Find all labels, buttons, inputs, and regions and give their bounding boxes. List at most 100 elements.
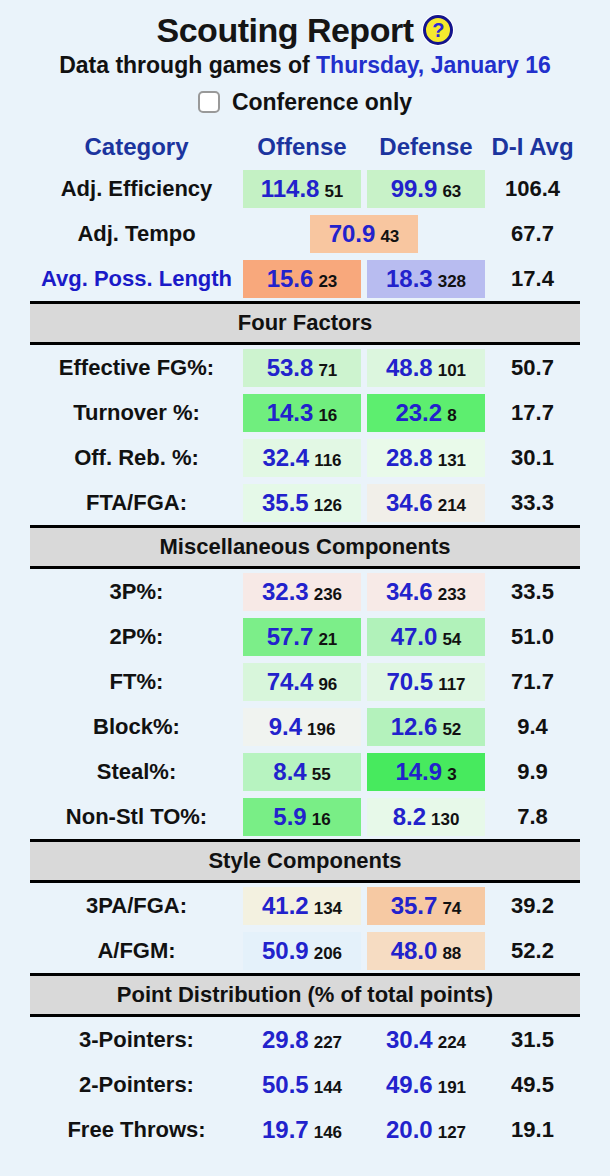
defense-rank: 52 bbox=[442, 720, 461, 740]
offense-value[interactable]: 14.3 bbox=[267, 399, 314, 427]
table-row: Adj. Tempo70.94367.7 bbox=[30, 211, 580, 256]
offense-rank: 55 bbox=[312, 765, 331, 785]
defense-value[interactable]: 30.4 bbox=[386, 1026, 433, 1054]
offense-value[interactable]: 19.7 bbox=[262, 1116, 309, 1144]
defense-cell: 35.774 bbox=[367, 887, 485, 925]
offense-value[interactable]: 57.7 bbox=[267, 623, 314, 651]
scouting-report-page: Scouting Report ? Data through games of … bbox=[0, 0, 610, 1152]
defense-cell: 70.5117 bbox=[367, 663, 485, 701]
offense-value[interactable]: 5.9 bbox=[273, 803, 306, 831]
conference-only-row: Conference only bbox=[0, 84, 610, 120]
offense-cell: 74.496 bbox=[243, 663, 361, 701]
offense-value[interactable]: 53.8 bbox=[267, 354, 314, 382]
defense-value[interactable]: 14.9 bbox=[395, 758, 442, 786]
defense-value[interactable]: 23.2 bbox=[395, 399, 442, 427]
offense-value[interactable]: 50.9 bbox=[262, 937, 309, 965]
offense-rank: 126 bbox=[314, 496, 342, 516]
offense-value[interactable]: 15.6 bbox=[267, 265, 314, 293]
defense-cell: 99.963 bbox=[367, 170, 485, 208]
defense-value[interactable]: 49.6 bbox=[386, 1071, 433, 1099]
defense-value[interactable]: 48.8 bbox=[386, 354, 433, 382]
category-label: Non-Stl TO%: bbox=[30, 804, 243, 830]
defense-value[interactable]: 12.6 bbox=[391, 713, 438, 741]
offense-cell: 32.3236 bbox=[243, 573, 361, 611]
offense-value[interactable]: 35.5 bbox=[262, 489, 309, 517]
data-date-link[interactable]: Thursday, January 16 bbox=[316, 52, 551, 78]
category-label[interactable]: Avg. Poss. Length bbox=[30, 266, 243, 292]
offense-value[interactable]: 114.8 bbox=[261, 175, 320, 203]
defense-cell: 47.054 bbox=[367, 618, 485, 656]
table-row: 2P%:57.72147.05451.0 bbox=[30, 614, 580, 659]
offense-value[interactable]: 32.3 bbox=[262, 578, 309, 606]
offense-rank: 21 bbox=[318, 630, 337, 650]
defense-cell: 23.28 bbox=[367, 394, 485, 432]
table-row: 3P%:32.323634.623333.5 bbox=[30, 569, 580, 614]
offense-cell: 29.8227 bbox=[243, 1021, 361, 1059]
offense-value[interactable]: 29.8 bbox=[262, 1026, 309, 1054]
table-row: Free Throws:19.714620.012719.1 bbox=[30, 1107, 580, 1152]
di-avg-value: 52.2 bbox=[485, 938, 580, 964]
di-avg-value: 30.1 bbox=[485, 445, 580, 471]
table-row: A/FGM:50.920648.08852.2 bbox=[30, 928, 580, 973]
offense-value[interactable]: 50.5 bbox=[262, 1071, 309, 1099]
offense-value[interactable]: 8.4 bbox=[273, 758, 306, 786]
di-avg-value: 33.3 bbox=[485, 490, 580, 516]
offense-rank: 146 bbox=[314, 1123, 342, 1143]
table-row: 3-Pointers:29.822730.422431.5 bbox=[30, 1017, 580, 1062]
offense-rank: 71 bbox=[318, 361, 337, 381]
offense-rank: 23 bbox=[318, 272, 337, 292]
defense-value[interactable]: 28.8 bbox=[386, 444, 433, 472]
di-avg-value: 33.5 bbox=[485, 579, 580, 605]
defense-cell: 28.8131 bbox=[367, 439, 485, 477]
defense-cell: 49.6191 bbox=[367, 1066, 485, 1104]
defense-value[interactable]: 70.5 bbox=[386, 668, 433, 696]
conference-only-label[interactable]: Conference only bbox=[232, 89, 412, 116]
offense-rank: 116 bbox=[314, 451, 341, 471]
offense-rank: 206 bbox=[314, 944, 342, 964]
table-row: Non-Stl TO%:5.9168.21307.8 bbox=[30, 794, 580, 839]
defense-value[interactable]: 99.9 bbox=[391, 175, 438, 203]
conference-only-checkbox[interactable] bbox=[198, 91, 220, 113]
offense-value[interactable]: 32.4 bbox=[262, 444, 309, 472]
column-header-offense: Offense bbox=[243, 133, 361, 161]
defense-cell: 14.93 bbox=[367, 753, 485, 791]
defense-rank: 63 bbox=[442, 182, 461, 202]
category-label: Adj. Efficiency bbox=[30, 176, 243, 202]
tempo-value[interactable]: 70.9 bbox=[329, 220, 376, 248]
di-avg-value: 31.5 bbox=[485, 1027, 580, 1053]
defense-value[interactable]: 18.3 bbox=[386, 265, 433, 293]
offense-value[interactable]: 9.4 bbox=[269, 713, 302, 741]
category-label: FTA/FGA: bbox=[30, 490, 243, 516]
defense-rank: 88 bbox=[442, 944, 461, 964]
defense-cell: 34.6233 bbox=[367, 573, 485, 611]
merged-cell-wrap: 70.943 bbox=[243, 215, 485, 253]
offense-rank: 144 bbox=[314, 1078, 342, 1098]
defense-value[interactable]: 35.7 bbox=[391, 892, 438, 920]
defense-rank: 328 bbox=[438, 272, 466, 292]
help-question-icon[interactable]: ? bbox=[423, 15, 453, 45]
offense-value[interactable]: 74.4 bbox=[267, 668, 314, 696]
defense-value[interactable]: 47.0 bbox=[391, 623, 438, 651]
di-avg-value: 106.4 bbox=[485, 176, 580, 202]
offense-cell: 9.4196 bbox=[243, 708, 361, 746]
di-avg-value: 49.5 bbox=[485, 1072, 580, 1098]
offense-cell: 57.721 bbox=[243, 618, 361, 656]
di-avg-value: 7.8 bbox=[485, 804, 580, 830]
defense-value[interactable]: 48.0 bbox=[391, 937, 438, 965]
table-row: Turnover %:14.31623.2817.7 bbox=[30, 390, 580, 435]
section-header: Point Distribution (% of total points) bbox=[30, 973, 580, 1017]
category-label: 3-Pointers: bbox=[30, 1027, 243, 1053]
defense-value[interactable]: 20.0 bbox=[386, 1116, 433, 1144]
category-label: 3P%: bbox=[30, 579, 243, 605]
di-avg-value: 51.0 bbox=[485, 624, 580, 650]
defense-value[interactable]: 34.6 bbox=[386, 578, 433, 606]
scouting-report-table: Category Offense Defense D-I Avg Adj. Ef… bbox=[30, 128, 580, 1152]
category-label: 3PA/FGA: bbox=[30, 893, 243, 919]
defense-value[interactable]: 34.6 bbox=[386, 489, 433, 517]
defense-value[interactable]: 8.2 bbox=[393, 803, 426, 831]
title-row: Scouting Report ? bbox=[0, 0, 610, 52]
di-avg-value: 17.4 bbox=[485, 266, 580, 292]
offense-value[interactable]: 41.2 bbox=[262, 892, 309, 920]
offense-rank: 51 bbox=[324, 182, 343, 202]
defense-rank: 74 bbox=[442, 899, 461, 919]
